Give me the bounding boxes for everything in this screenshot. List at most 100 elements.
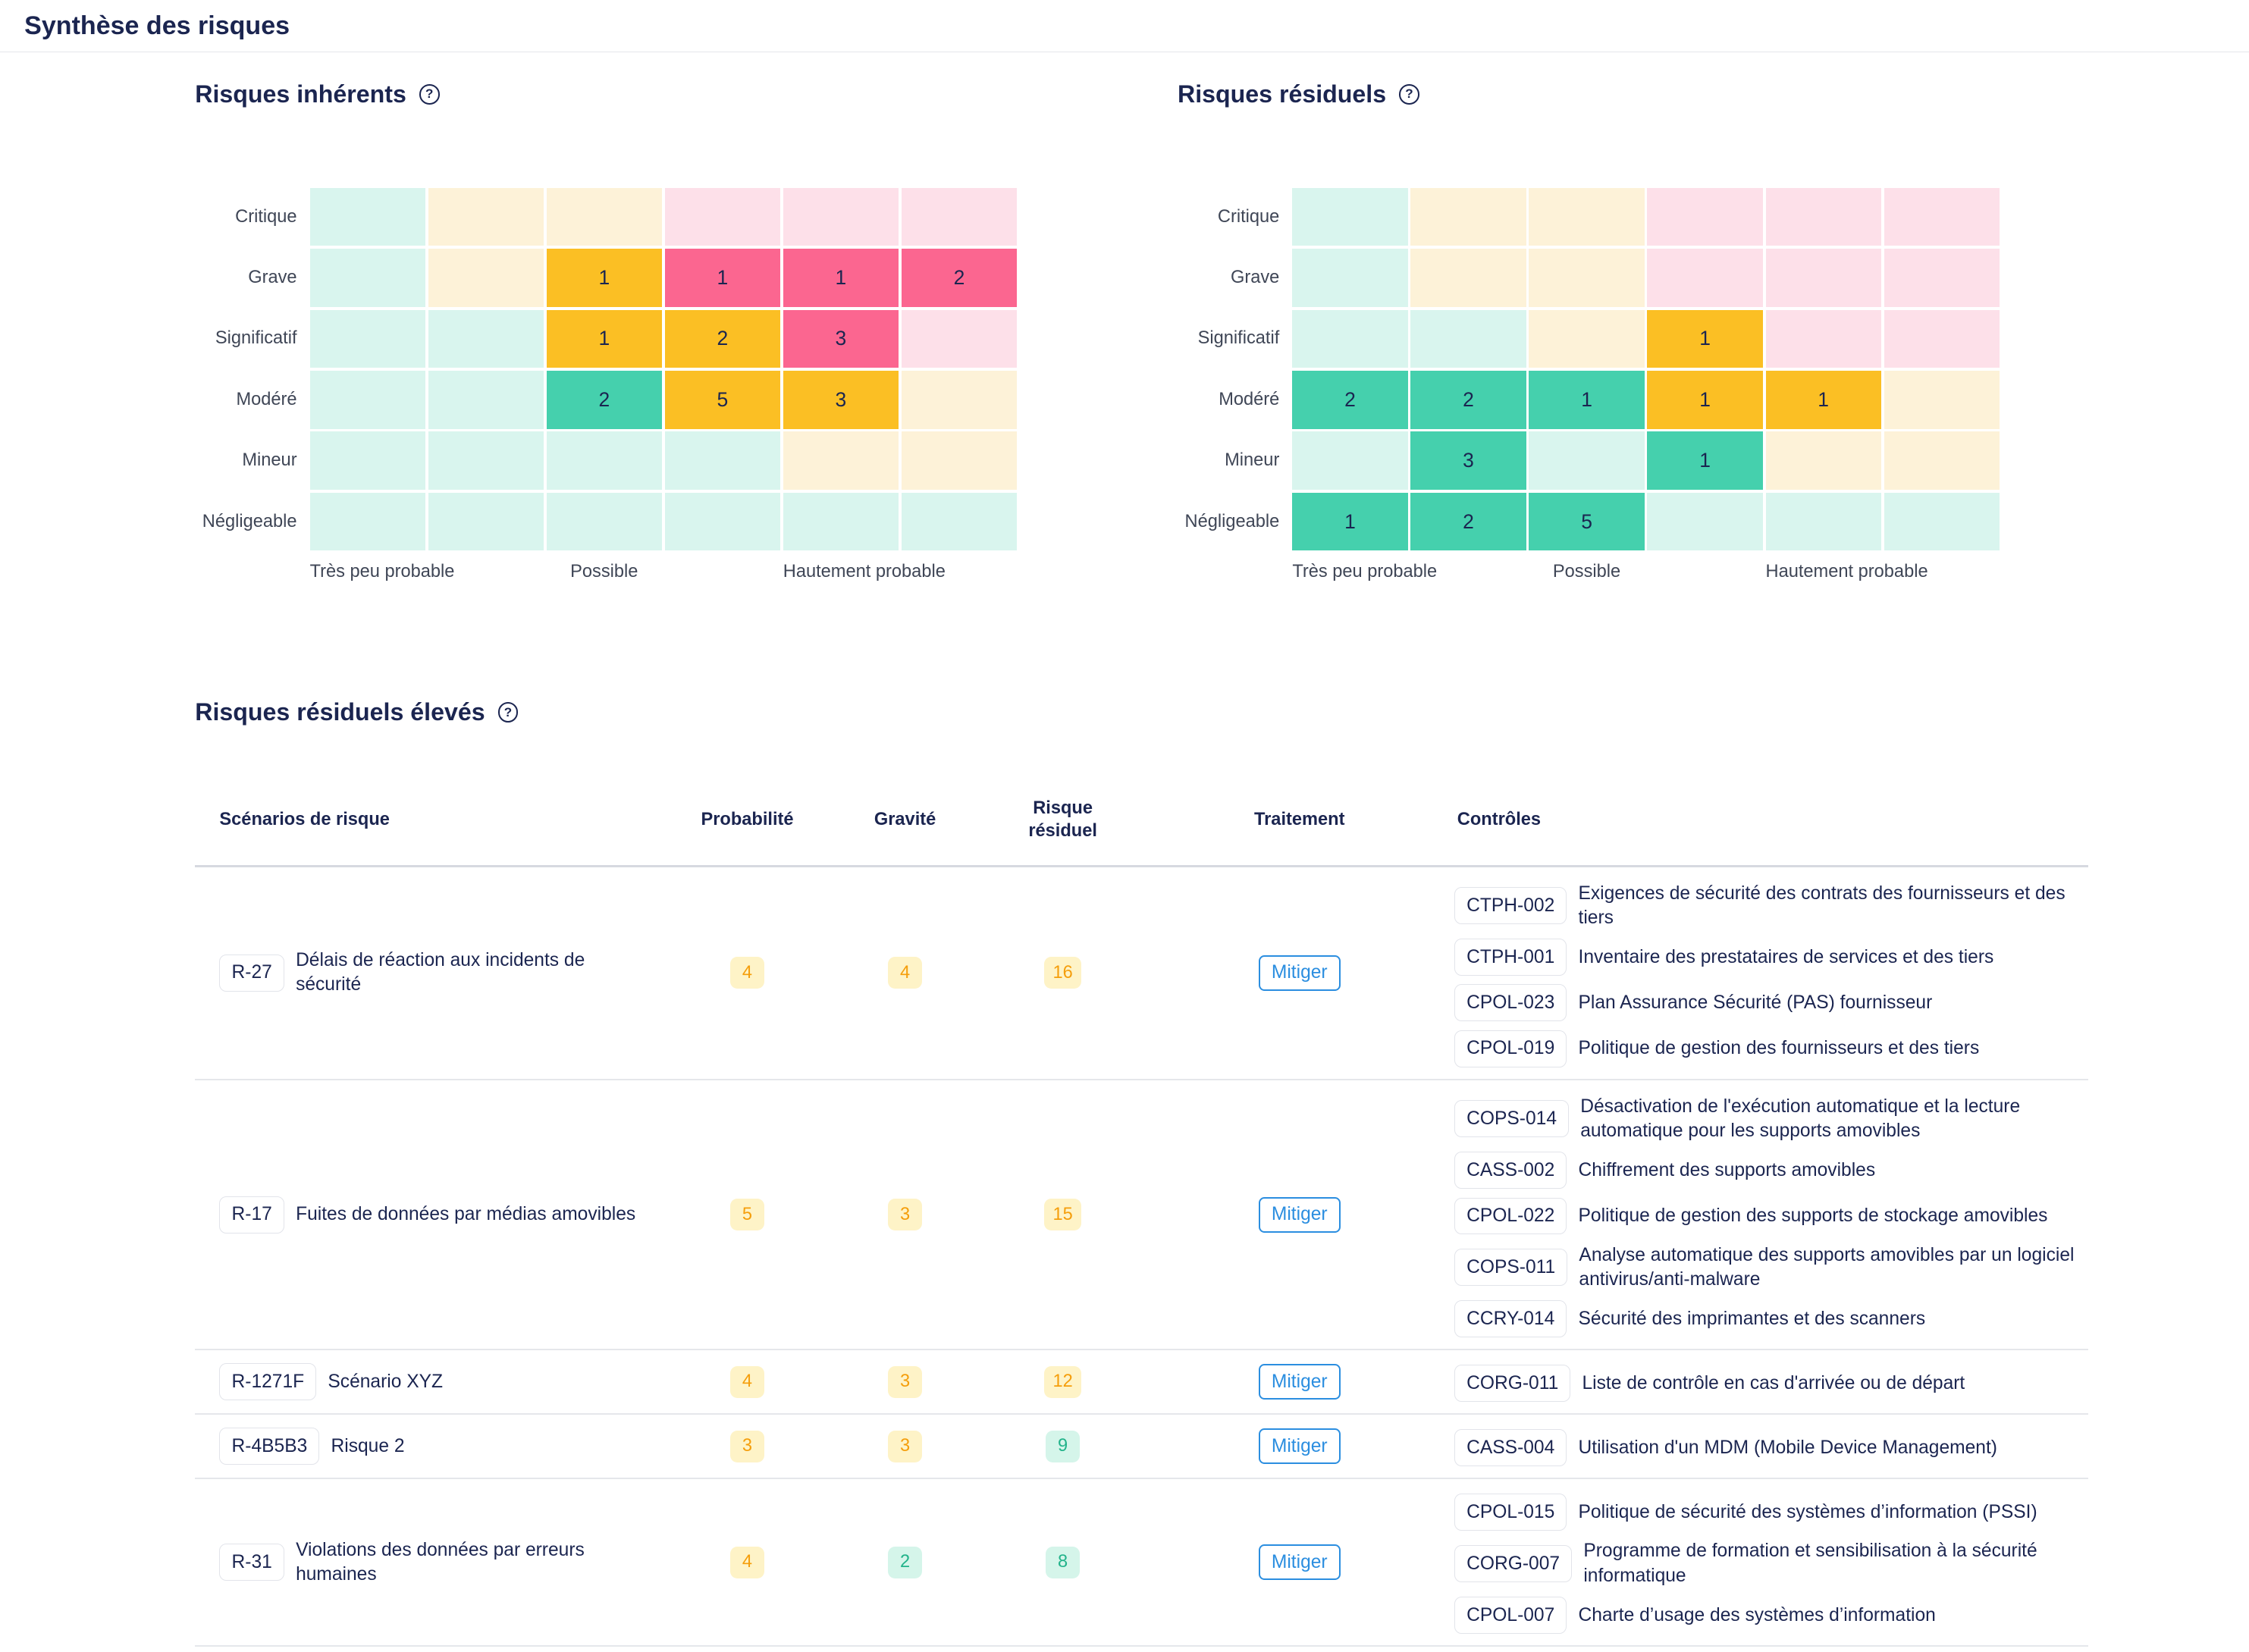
control-code-chip[interactable]: CCRY-014 xyxy=(1454,1300,1567,1338)
matrix-cell xyxy=(901,309,1018,368)
matrix-cell[interactable]: 1 xyxy=(783,249,899,307)
control-code-chip[interactable]: CPOL-015 xyxy=(1454,1494,1567,1531)
matrix-cell[interactable]: 1 xyxy=(1292,492,1408,551)
risk-id-chip[interactable]: R-1271F xyxy=(219,1363,317,1401)
matrix-cell[interactable]: 1 xyxy=(1529,370,1645,429)
matrix-cell[interactable]: 5 xyxy=(664,370,780,429)
residual-risk-badge: 15 xyxy=(1044,1199,1082,1231)
treatment-button[interactable]: Mitiger xyxy=(1258,955,1341,991)
control-code-chip[interactable]: CORG-007 xyxy=(1454,1545,1573,1583)
matrix-cell[interactable]: 2 xyxy=(546,370,662,429)
header-controls[interactable]: Contrôles xyxy=(1457,809,1542,829)
matrix-cell[interactable]: 1 xyxy=(1647,309,1763,368)
control-code-chip[interactable]: CPOL-022 xyxy=(1454,1197,1567,1235)
residual-risk-badge: 12 xyxy=(1044,1365,1082,1398)
residual-title-text: Risques résiduels xyxy=(1178,80,1387,108)
matrix-cell[interactable]: 3 xyxy=(1410,431,1526,490)
control-code-chip[interactable]: CTPH-002 xyxy=(1454,887,1567,925)
header-scenarios[interactable]: Scénarios de risque xyxy=(219,809,390,829)
column-label xyxy=(428,562,544,582)
risk-id-chip[interactable]: R-4B5B3 xyxy=(219,1428,320,1465)
control-code-chip[interactable]: COPS-014 xyxy=(1454,1100,1570,1138)
control-name: Politique de sécurité des systèmes d’inf… xyxy=(1578,1501,2037,1522)
control-name: Sécurité des imprimantes et des scanners xyxy=(1578,1308,1926,1329)
matrix-cell[interactable]: 1 xyxy=(1647,431,1763,490)
scenario-name[interactable]: Scénario XYZ xyxy=(328,1371,444,1392)
residual-risk-badge-cell: 15 xyxy=(984,1199,1142,1231)
matrix-cell[interactable]: 1 xyxy=(1647,370,1763,429)
risk-id-chip[interactable]: R-31 xyxy=(219,1544,284,1581)
row-label: Critique xyxy=(235,206,297,227)
matrix-cell[interactable]: 1 xyxy=(546,249,662,307)
controls-list: CORG-011 Liste de contrôle en cas d'arriv… xyxy=(1454,1350,2088,1413)
control-code-chip[interactable]: CPOL-007 xyxy=(1454,1597,1567,1635)
matrix-cell[interactable]: 1 xyxy=(546,309,662,368)
treatment-cell: Mitiger xyxy=(1142,1544,1457,1581)
matrix-cell[interactable]: 3 xyxy=(783,370,899,429)
matrix-cell[interactable]: 2 xyxy=(901,249,1018,307)
header-treatment[interactable]: Traitement xyxy=(1253,809,1345,829)
row-label: Critique xyxy=(1217,206,1280,227)
matrix-cell xyxy=(1292,249,1408,307)
control-item: CCRY-014 Sécurité des imprimantes et des … xyxy=(1454,1300,2088,1338)
matrix-cell xyxy=(783,431,899,490)
matrix-cell[interactable]: 2 xyxy=(664,309,780,368)
control-code-chip[interactable]: CORG-011 xyxy=(1454,1365,1571,1403)
header-residual[interactable]: Risque résiduel xyxy=(1028,798,1097,842)
matrix-cell[interactable]: 5 xyxy=(1529,492,1645,551)
column-label: Possible xyxy=(1552,562,1621,582)
matrix-cell xyxy=(1884,249,2000,307)
matrix-cell xyxy=(309,309,425,368)
risk-id-chip[interactable]: R-17 xyxy=(219,1196,284,1234)
probability-badge-cell: 4 xyxy=(668,1546,826,1578)
matrix-cell[interactable]: 1 xyxy=(664,249,780,307)
control-code-chip[interactable]: CASS-002 xyxy=(1454,1152,1567,1190)
control-code-chip[interactable]: CPOL-023 xyxy=(1454,984,1567,1022)
help-icon[interactable]: ? xyxy=(419,84,440,105)
matrix-cell[interactable]: 3 xyxy=(783,309,899,368)
control-name: Inventaire des prestataires de services … xyxy=(1578,946,1994,967)
probability-badge: 4 xyxy=(729,1365,765,1398)
treatment-button[interactable]: Mitiger xyxy=(1258,1364,1341,1400)
matrix-cell[interactable]: 2 xyxy=(1410,492,1526,551)
risk-id-chip[interactable]: R-27 xyxy=(219,954,284,992)
treatment-button[interactable]: Mitiger xyxy=(1258,1428,1341,1465)
treatment-button[interactable]: Mitiger xyxy=(1258,1196,1341,1233)
residual-risk-badge-cell: 16 xyxy=(984,957,1142,989)
matrix-cell xyxy=(1884,187,2000,246)
inherent-title: Risques inhérents ? xyxy=(195,80,440,108)
matrix-cell[interactable]: 2 xyxy=(1410,370,1526,429)
treatment-cell: Mitiger xyxy=(1142,1364,1457,1400)
residual-risk-matrix: Critique Grave Significatif Modéré Mineur Nég… xyxy=(1185,187,2000,583)
table-row: R-1271F Scénario XYZ 4 3 12 Mitiger CORG-011 Li… xyxy=(195,1350,2089,1415)
treatment-button[interactable]: Mitiger xyxy=(1258,1544,1341,1581)
scenario-name[interactable]: Violations des données par erreurs humai… xyxy=(296,1539,585,1585)
matrix-cell xyxy=(1647,492,1763,551)
control-code-chip[interactable]: CTPH-001 xyxy=(1454,939,1567,976)
control-code-chip[interactable]: CASS-004 xyxy=(1454,1429,1567,1467)
scenario-name[interactable]: Risque 2 xyxy=(331,1435,405,1456)
scenario-name[interactable]: Délais de réaction aux incidents de sécu… xyxy=(296,950,585,995)
help-icon[interactable]: ? xyxy=(497,702,519,723)
page-title: Synthèse des risques xyxy=(24,11,290,40)
help-icon[interactable]: ? xyxy=(1399,84,1419,105)
control-name: Liste de contrôle en cas d'arrivée ou de… xyxy=(1582,1372,1965,1393)
residual-title: Risques résiduels ? xyxy=(1178,80,1419,108)
header-severity[interactable]: Gravité xyxy=(874,809,936,829)
scenario-name[interactable]: Fuites de données par médias amovibles xyxy=(296,1204,636,1224)
probability-badge: 4 xyxy=(729,1546,765,1578)
control-name: Politique de gestion des supports de sto… xyxy=(1578,1205,2048,1226)
control-code-chip[interactable]: COPS-011 xyxy=(1454,1249,1568,1287)
probability-badge: 5 xyxy=(729,1199,765,1231)
treatment-cell: Mitiger xyxy=(1142,955,1457,991)
probability-badge-cell: 5 xyxy=(668,1199,826,1231)
scenario-cell: R-4B5B3 Risque 2 xyxy=(195,1428,668,1465)
severity-badge: 3 xyxy=(887,1430,923,1462)
control-name: Plan Assurance Sécurité (PAS) fournisseu… xyxy=(1578,992,1933,1013)
control-item: CASS-004 Utilisation d'un MDM (Mobile Dev… xyxy=(1454,1429,2088,1467)
control-code-chip[interactable]: CPOL-019 xyxy=(1454,1030,1567,1067)
matrix-cell[interactable]: 2 xyxy=(1292,370,1408,429)
matrix-cell[interactable]: 1 xyxy=(1765,370,1881,429)
matrix-cell xyxy=(783,187,899,246)
header-probability[interactable]: Probabilité xyxy=(701,809,794,829)
